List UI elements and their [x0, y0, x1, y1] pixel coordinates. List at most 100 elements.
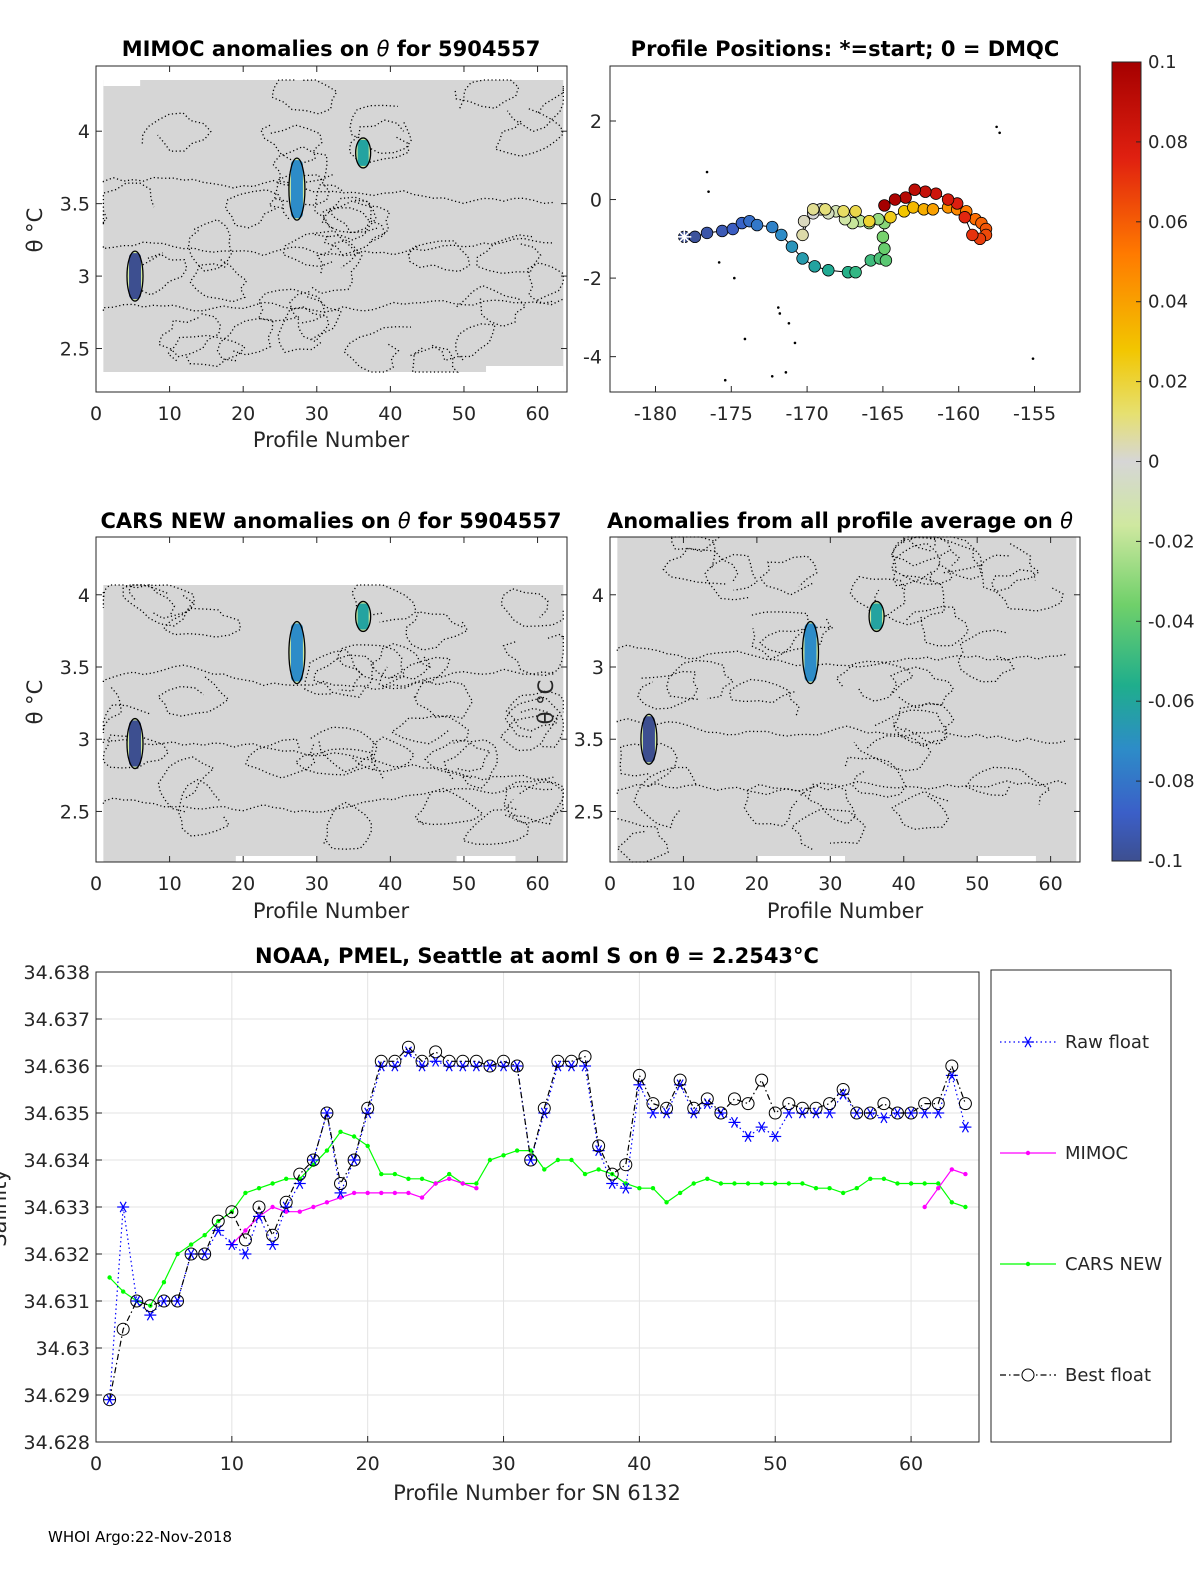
raw-float-point [239, 1248, 252, 1260]
anomaly-cell [357, 139, 369, 166]
profile-position [796, 228, 809, 242]
best-float-point [130, 1294, 144, 1308]
raw-float-star-stroke [690, 1107, 698, 1119]
colorbar-tick-label: -0.02 [1148, 531, 1195, 552]
best-float-point [564, 1054, 578, 1068]
best-float-point [646, 1097, 660, 1111]
x-tick-label: 50 [763, 1453, 787, 1475]
best-float-point [823, 1097, 837, 1111]
best-float-point [334, 1177, 348, 1190]
zero-contour [443, 739, 498, 790]
cars-new-point [107, 1275, 112, 1280]
raw-float-star-stroke [880, 1112, 888, 1124]
salinity-title: NOAA, PMEL, Seattle at aoml S on θ = 2.2… [255, 944, 819, 968]
y-tick-label: 3 [78, 266, 90, 288]
anomaly-contour [288, 157, 306, 221]
profile-position [876, 230, 890, 244]
zero-contour [102, 785, 554, 813]
raw-float-point [619, 1182, 632, 1194]
legend-label: CARS NEW [1065, 1254, 1162, 1275]
y-tick-label: 3 [78, 729, 90, 751]
cars-new-point [406, 1176, 411, 1182]
best-float-point [266, 1228, 280, 1242]
best-float-point [904, 1106, 918, 1120]
best-float-point [469, 1054, 483, 1068]
raw-float-star-stroke [567, 1060, 575, 1072]
anomaly-field [103, 585, 564, 862]
cars-new-point [270, 1181, 275, 1186]
best-float-point [768, 1106, 782, 1120]
raw-float-star-stroke [282, 1201, 290, 1213]
best-float-point [687, 1101, 701, 1115]
best-float-point [483, 1059, 497, 1073]
best-float-point [795, 1101, 809, 1115]
best-float-point [782, 1097, 796, 1111]
best-float-point [619, 1158, 633, 1172]
data-gap [456, 856, 516, 862]
x-tick-label: 30 [491, 1453, 515, 1475]
raw-float-point [225, 1239, 238, 1251]
best-float-point [143, 1299, 157, 1313]
best-float-point [238, 1233, 252, 1247]
best-float-point [198, 1247, 212, 1261]
zero-contour [893, 542, 941, 587]
best-float-point [456, 1054, 470, 1068]
colorbar-tick-label: -0.1 [1148, 851, 1183, 872]
raw-float-star-stroke [119, 1201, 127, 1213]
y-tick-label: 4 [78, 121, 90, 143]
y-tick-label: 34.633 [24, 1197, 90, 1219]
zero-contour [957, 629, 1015, 683]
best-float-point [632, 1068, 646, 1082]
cars-new-point [501, 1153, 506, 1158]
cars-new-point [582, 1171, 588, 1177]
other-float-position [995, 125, 998, 129]
mimoc-plot-area: 0 10 20 30 40 50 60 2.5 3 3.5 4 [60, 65, 568, 425]
best-float-point [374, 1054, 388, 1068]
cars-xlabel: Profile Number [253, 899, 410, 923]
cars-ylabel: θ °C [23, 680, 47, 725]
profile-position [878, 242, 891, 255]
profile-position [700, 226, 714, 240]
raw-float-point [307, 1154, 320, 1166]
anomaly-cell [129, 720, 142, 767]
zero-contour [619, 742, 678, 788]
profile-position [899, 191, 912, 204]
profavg-title: Anomalies from all profile average on θ [607, 509, 1073, 533]
salinity-panel: NOAA, PMEL, Seattle at aoml S on θ = 2.2… [0, 944, 1172, 1505]
best-float-point [741, 1097, 755, 1111]
zero-contour [704, 553, 759, 601]
x-tick-label: 40 [892, 873, 916, 895]
other-float-position [778, 312, 782, 315]
profile-position [849, 205, 862, 218]
zero-contour [413, 679, 474, 720]
raw-float-star-stroke [798, 1107, 806, 1119]
raw-float-star-stroke [771, 1131, 779, 1142]
cars-new-point [868, 1176, 873, 1182]
y-tick-label: 2.5 [60, 801, 90, 823]
other-float-position [793, 341, 797, 345]
best-float-point [388, 1054, 402, 1068]
raw-float-star-stroke [106, 1394, 114, 1406]
x-tick-label: 0 [90, 873, 102, 895]
y-tick-label: 0 [590, 190, 602, 212]
best-float-point [293, 1167, 307, 1181]
raw-float-star-stroke [418, 1060, 426, 1072]
profile-position [919, 185, 932, 198]
zero-contour [189, 259, 248, 303]
x-tick-label: 0 [90, 403, 102, 425]
legend-box [990, 969, 1172, 1443]
raw-float-line [109, 1051, 966, 1400]
colorbar-tick-label: 0.02 [1148, 372, 1188, 393]
x-tick-label: 10 [158, 873, 182, 895]
anomaly-cell [290, 160, 303, 219]
legend-label: Best float [1065, 1365, 1151, 1386]
zero-contour [224, 189, 291, 229]
zero-contour [177, 778, 231, 837]
anomaly-contour [640, 713, 658, 765]
mimoc-point [365, 1190, 370, 1196]
data-gap [756, 856, 845, 862]
zero-contour [431, 323, 496, 362]
cars-new-point [854, 1186, 859, 1191]
cars-new-point [637, 1186, 642, 1191]
cars-new-point [365, 1143, 370, 1149]
